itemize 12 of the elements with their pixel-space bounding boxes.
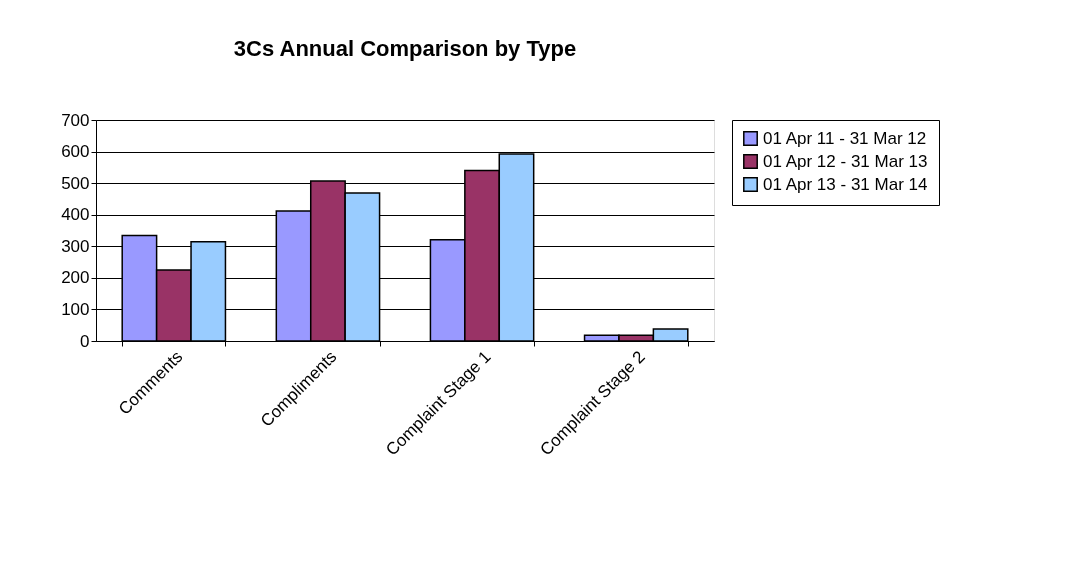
legend-label: 01 Apr 11 - 31 Mar 12 [763, 128, 927, 148]
y-tick-label: 300 [61, 236, 90, 256]
legend-label: 01 Apr 13 - 31 Mar 14 [763, 174, 928, 194]
legend-label: 01 Apr 12 - 31 Mar 13 [763, 151, 928, 171]
y-tick-label: 100 [61, 299, 90, 319]
chart-title: 3Cs Annual Comparison by Type [233, 36, 577, 61]
y-tick-label: 200 [61, 268, 90, 288]
y-tick-label: 600 [61, 142, 90, 162]
y-tick-label: 400 [61, 205, 90, 225]
y-tick-label: 500 [61, 173, 90, 193]
y-tick-label: 0 [80, 331, 90, 351]
y-tick-label: 700 [61, 110, 90, 130]
